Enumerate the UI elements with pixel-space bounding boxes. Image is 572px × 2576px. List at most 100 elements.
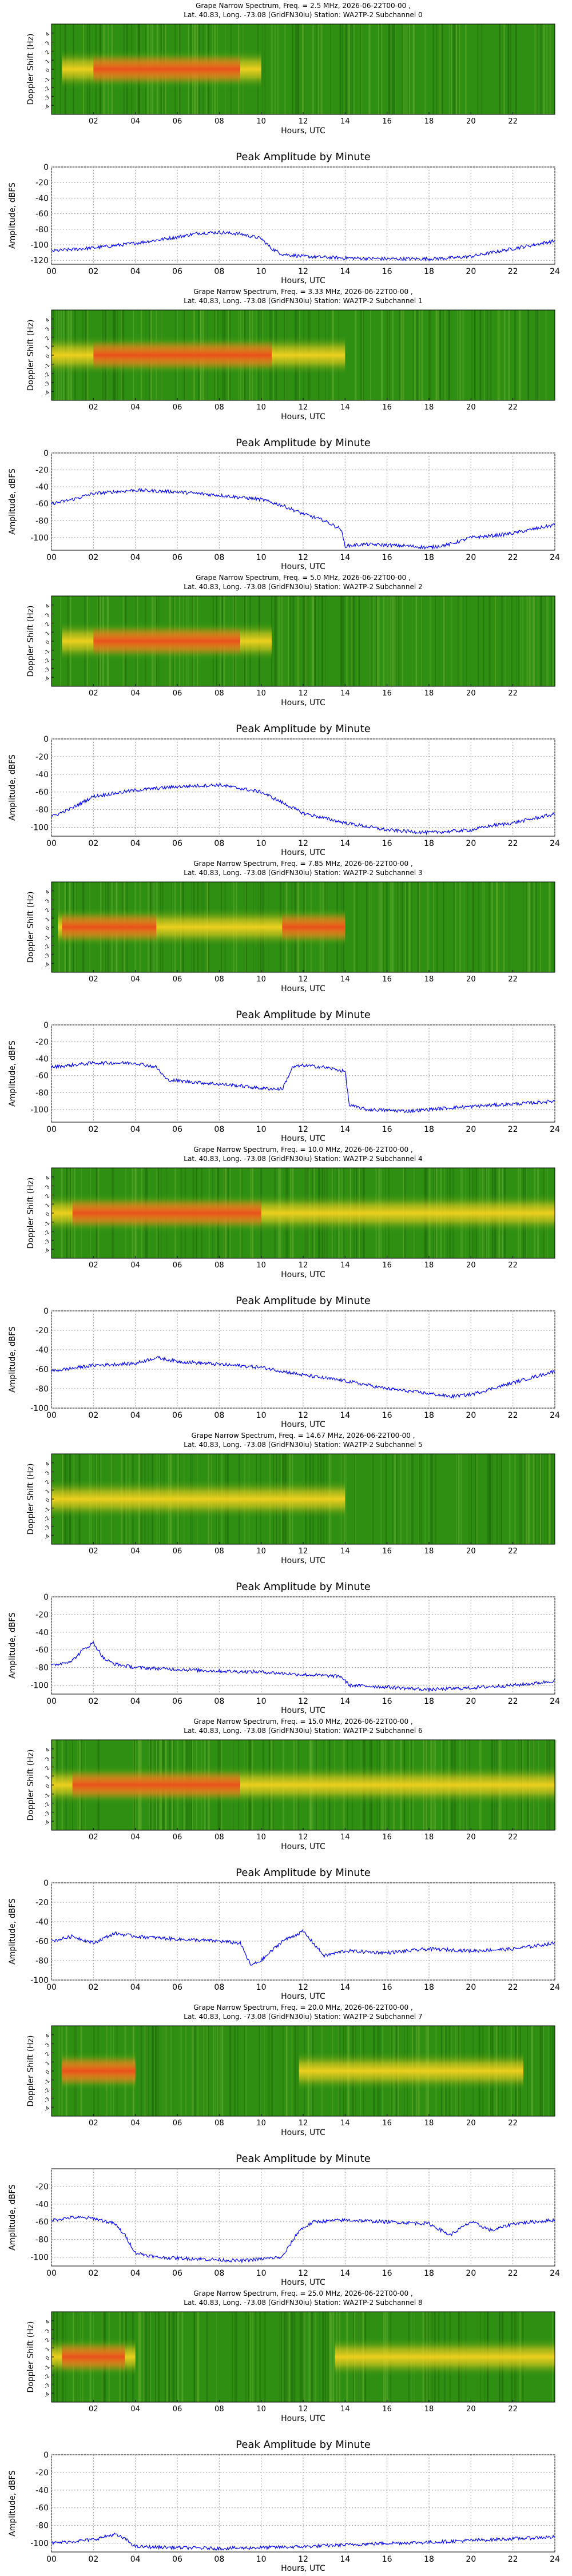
spectrum-noise [540,24,542,114]
y-tick-label: 4 [45,603,51,610]
spectrum-station-line: Lat. 40.83, Long. -73.08 (GridFN30iu) St… [184,2299,422,2307]
y-tick-label: -1 [43,1221,51,1228]
x-tick-label: 20 [466,267,476,276]
spectrum-noise [197,2312,200,2402]
x-tick-label: 08 [214,2405,224,2414]
y-tick-label: 0 [45,67,51,74]
spectrum-noise [284,2312,286,2402]
x-tick-label: 14 [340,1697,350,1706]
spectrum-noise [448,310,451,400]
spectrum-noise [402,596,403,686]
x-tick-label: 10 [256,689,266,698]
amplitude-title: Peak Amplitude by Minute [236,151,371,163]
spectrum-noise [197,2026,199,2116]
y-tick-label: 0 [43,1307,49,1316]
spectrum-noise [390,882,392,972]
y-tick-label: -40 [35,483,49,492]
spectrum-noise [467,882,468,972]
x-tick-label: 08 [214,403,224,412]
x-tick-label: 02 [89,1833,98,1842]
spectrum-noise [217,2026,219,2116]
x-tick-label: 20 [466,2119,476,2128]
y-tick-label: 3 [45,613,51,619]
amplitude-panel-1: Peak Amplitude by Minute 00 02 04 06 08 10 12 14… [8,437,560,571]
x-tick-label: 18 [424,1833,434,1842]
x-axis-label: Hours, UTC [281,1992,325,2001]
spectrum-title: Grape Narrow Spectrum, Freq. = 2.5 MHz, … [196,2,411,10]
spectrum-noise [353,1454,355,1544]
spectrum-noise [534,24,535,114]
y-axis-label: Doppler Shift (Hz) [26,892,35,963]
x-tick-label: 08 [214,975,224,984]
x-tick-label: 06 [173,403,182,412]
spectrum-noise [170,2026,172,2116]
x-tick-label: 00 [46,267,57,276]
y-tick-label: 3 [45,899,51,905]
spectrum-noise [378,882,379,972]
spectrum-noise [59,24,61,114]
spectrum-core [62,2342,125,2372]
spectrum-noise [140,2312,141,2402]
spectrum-noise [428,310,431,400]
spectrum-noise [456,24,459,114]
y-tick-label: 2 [45,336,51,342]
y-tick-label: -1 [43,77,51,84]
x-tick-label: 16 [382,1411,392,1420]
spectrum-noise [549,882,551,972]
y-tick-label: -40 [35,1346,49,1355]
spectrum-noise [511,596,513,686]
y-tick-label: -20 [35,1038,49,1047]
spectrum-noise [292,24,293,114]
spectrum-noise [146,2026,148,2116]
y-axis-label: Amplitude, dBFS [8,468,17,535]
spectrum-noise [508,310,510,400]
amplitude-panel-6: Peak Amplitude by Minute 00 02 04 06 08 10 12 14… [8,1867,560,2001]
spectrum-noise [350,596,353,686]
spectrum-noise [370,310,372,400]
spectrum-noise [414,310,416,400]
y-tick-label: -60 [35,1072,49,1081]
x-tick-label: 14 [340,839,350,848]
x-tick-label: 02 [88,1411,98,1420]
y-tick-label: 4 [45,1175,51,1182]
spectrum-noise [509,1454,511,1544]
x-axis-label: Hours, UTC [281,1556,325,1565]
spectrum-noise [408,882,411,972]
x-tick-label: 22 [508,117,518,126]
spectrum-station-line: Lat. 40.83, Long. -73.08 (GridFN30iu) St… [184,869,422,877]
y-axis-label: Doppler Shift (Hz) [26,2036,35,2107]
x-tick-label: 24 [550,553,560,562]
x-tick-label: 04 [130,689,140,698]
spectrum-noise [543,2026,545,2116]
spectrum-noise [530,882,533,972]
x-tick-label: 20 [466,403,476,412]
spectrum-noise [406,1454,408,1544]
spectrum-noise [145,2312,147,2402]
spectrum-noise [415,596,418,686]
spectrum-noise [325,596,327,686]
spectrum-noise [301,2312,303,2402]
spectrum-noise [533,882,535,972]
x-tick-label: 06 [172,1125,182,1134]
spectrum-noise [490,1454,491,1544]
spectrum-noise [549,1454,550,1544]
spectrum-noise [498,310,499,400]
spectrum-noise [418,882,420,972]
spectrum-noise [457,310,458,400]
spectrum-noise [408,24,410,114]
spectrum-noise [540,882,541,972]
spectrum-noise [378,24,380,114]
spectrum-noise [392,1454,393,1544]
y-tick-label: -20 [35,2468,49,2478]
x-tick-label: 24 [550,2555,560,2564]
amplitude-series-line [51,1641,555,1693]
x-tick-label: 14 [340,1983,350,1992]
spectrum-noise [329,2312,332,2402]
x-tick-label: 20 [466,1411,476,1420]
spectrum-noise [499,24,500,114]
spectrum-noise [343,596,344,686]
spectrum-noise [372,1454,374,1544]
y-tick-label: -1 [43,649,51,656]
spectrum-noise [436,882,438,972]
